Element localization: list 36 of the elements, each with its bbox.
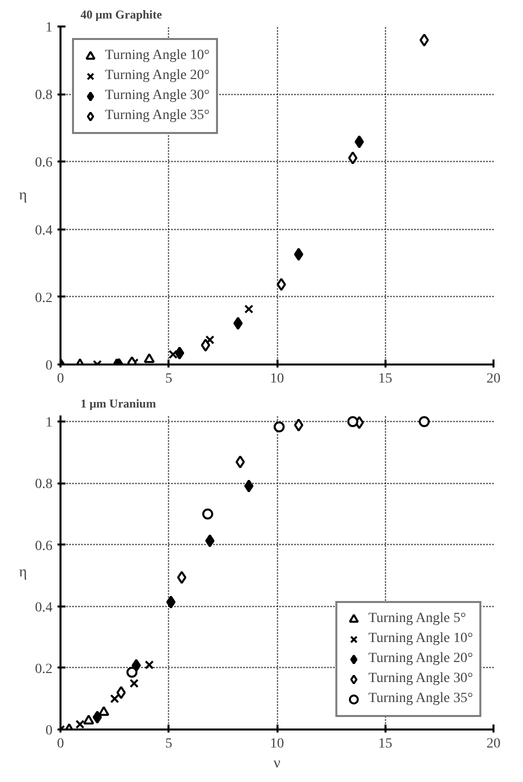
legend-label: Turning Angle 35° — [105, 108, 210, 124]
x-tick-label: 0 — [57, 736, 64, 752]
legend-label: Turning Angle 20° — [368, 651, 473, 667]
y-tick-label: 0.8 — [35, 477, 52, 492]
x-tick-label: 15 — [378, 736, 392, 752]
y-tick-label: 0.6 — [35, 538, 52, 554]
y-tick-label: 0 — [46, 358, 52, 374]
legend-label: Turning Angle 35° — [368, 691, 473, 707]
legend-label: Turning Angle 20° — [105, 68, 210, 84]
y-tick-label: 0.2 — [35, 662, 52, 677]
x-tick-label: 10 — [270, 736, 284, 752]
chart-title: 40 μm Graphite — [80, 8, 163, 22]
y-tick-label: 0.2 — [35, 290, 52, 306]
legend-label: Turning Angle 10° — [105, 48, 210, 64]
x-tick-label: 20 — [486, 736, 500, 752]
legend-label: Turning Angle 5° — [368, 611, 466, 627]
y-tick-label: 1 — [46, 20, 52, 36]
x-tick-label: 0 — [57, 372, 64, 386]
y-tick-label: 0.4 — [35, 223, 52, 238]
x-tick-label: 5 — [165, 372, 172, 386]
x-tick-label: 20 — [486, 372, 500, 386]
y-axis-title: η — [19, 188, 28, 204]
chart-title: 1 μm Uranium — [80, 396, 156, 410]
legend-label: Turning Angle 30° — [368, 671, 473, 687]
x-axis-title: ν — [274, 756, 281, 772]
y-tick-label: 0.4 — [35, 600, 52, 616]
y-axis-title: η — [19, 564, 28, 580]
x-tick-label: 10 — [270, 372, 284, 386]
y-tick-label: 1 — [46, 416, 52, 431]
x-tick-label: 5 — [165, 736, 172, 752]
x-tick-label: 15 — [378, 372, 392, 386]
legend-label: Turning Angle 30° — [105, 88, 210, 104]
y-tick-label: 0 — [46, 724, 52, 738]
y-tick-label: 0.8 — [35, 88, 52, 104]
legend-label: Turning Angle 10° — [368, 631, 473, 647]
y-tick-label: 0.6 — [35, 156, 52, 171]
